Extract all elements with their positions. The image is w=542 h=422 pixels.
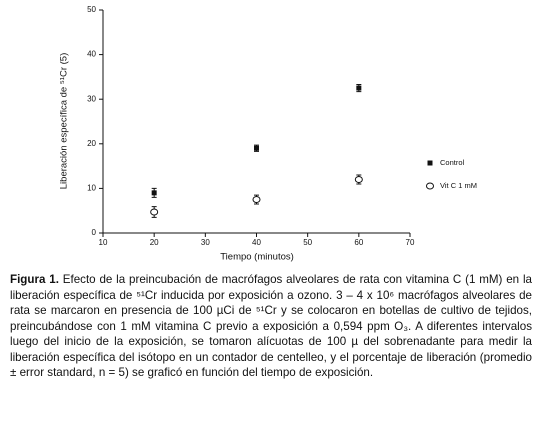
y-tick-label: 20: [87, 139, 96, 148]
data-point: [426, 182, 434, 190]
data-point: [252, 196, 261, 204]
y-tick-label: 0: [92, 228, 97, 237]
x-tick-label: 70: [406, 238, 415, 247]
x-axis-label: Tiempo (minutos): [220, 252, 294, 263]
y-axis-label: Liberación específica de ⁵¹Cr (5): [59, 53, 70, 189]
legend-label: Vit C 1 mM: [440, 181, 477, 190]
y-tick-label: 10: [87, 184, 96, 193]
data-point: [254, 145, 259, 151]
legend-label: Control: [440, 158, 465, 167]
y-tick-label: 40: [87, 50, 96, 59]
caption-text: Efecto de la preincubación de macrófagos…: [10, 273, 532, 379]
caption: Figura 1. Efecto de la preincubación de …: [10, 272, 532, 381]
data-point: [150, 208, 159, 216]
x-tick-label: 20: [150, 238, 159, 247]
x-tick-label: 60: [354, 238, 363, 247]
data-point: [354, 175, 363, 183]
data-point: [427, 160, 433, 166]
y-tick-label: 50: [87, 5, 96, 14]
x-tick-label: 50: [303, 238, 312, 247]
data-point: [356, 85, 362, 91]
x-tick-label: 30: [201, 238, 210, 247]
caption-label: Figura 1.: [10, 273, 59, 286]
y-tick-label: 30: [87, 94, 96, 103]
chart: Tiempo (minutos) Liberación específica d…: [59, 5, 477, 263]
x-tick-label: 40: [252, 238, 261, 247]
data-point: [151, 190, 157, 196]
x-tick-label: 10: [99, 238, 108, 247]
